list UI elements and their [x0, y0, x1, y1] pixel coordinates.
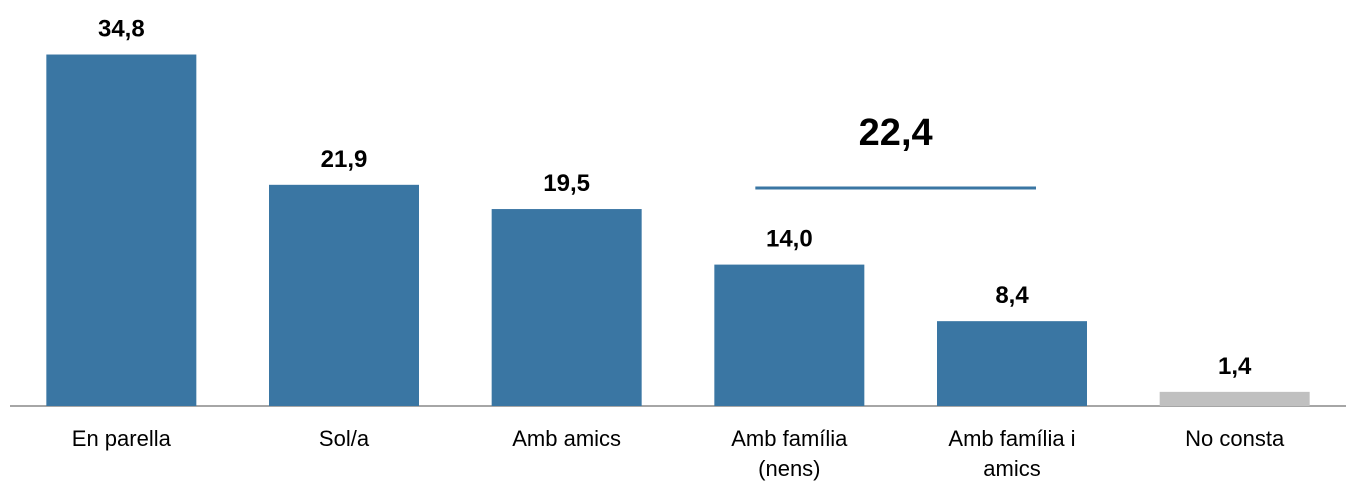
value-label: 21,9	[321, 146, 368, 173]
x-tick-label: Amb família (nens)	[731, 426, 848, 481]
x-tick-label: Amb amics	[512, 426, 622, 451]
x-tick-label: No consta	[1185, 426, 1285, 451]
annotation: 22,4	[859, 112, 933, 154]
bar	[269, 184, 419, 406]
bar	[46, 54, 197, 407]
value-label: 34,8	[98, 16, 145, 43]
value-label: 8,4	[995, 282, 1029, 309]
x-tick-label: Amb família i amics	[948, 426, 1076, 481]
x-tick-label: Sol/a	[318, 426, 370, 451]
value-label: 14,0	[766, 226, 813, 253]
bar	[714, 264, 865, 406]
x-tick-label: En parella	[71, 426, 171, 451]
value-label: 19,5	[543, 170, 590, 197]
bar	[937, 321, 1087, 406]
bar	[1159, 391, 1310, 406]
value-label: 1,4	[1218, 353, 1252, 380]
bar	[491, 209, 642, 406]
